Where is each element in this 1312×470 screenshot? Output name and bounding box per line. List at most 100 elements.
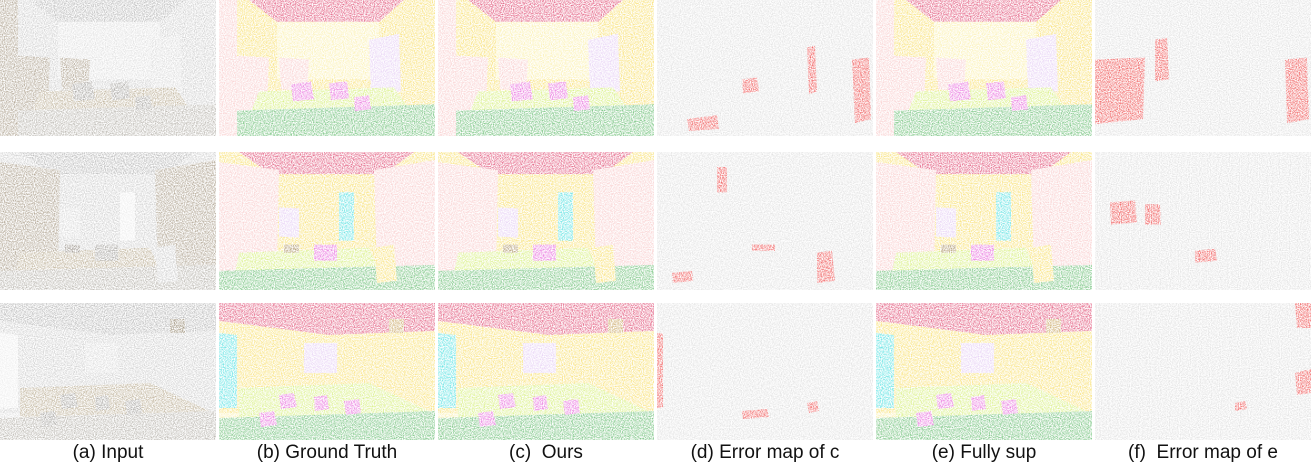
- region-ceiling: [239, 152, 414, 175]
- error-region: [1195, 248, 1217, 263]
- region-door: [1265, 319, 1280, 333]
- region-wall: [1250, 244, 1273, 283]
- panel-row1-input: [0, 0, 216, 136]
- region-window: [219, 333, 237, 408]
- region-chair: [782, 399, 799, 415]
- region-floor: [438, 104, 654, 136]
- panel-row3-input: [0, 303, 216, 440]
- caption-error-map-c: (d) Error map of c: [690, 442, 840, 463]
- region-board: [1180, 343, 1213, 373]
- region-door: [608, 319, 623, 333]
- region-board: [742, 343, 775, 373]
- panel-row2-error-map-e: [1095, 152, 1311, 290]
- error-region: [807, 45, 817, 95]
- region-chair: [533, 395, 548, 411]
- region-chair: [936, 393, 954, 409]
- region-chair: [95, 395, 110, 411]
- region-bookcase: [219, 0, 237, 136]
- region-chair: [717, 393, 735, 409]
- region-board: [523, 343, 556, 373]
- caption-fully-sup: (e) Fully sup: [931, 442, 1037, 463]
- region-chair: [291, 81, 314, 102]
- region-ceiling: [458, 152, 633, 175]
- region-clutter: [722, 244, 737, 253]
- error-region: [852, 57, 871, 124]
- panel-row2-ours: [438, 152, 654, 290]
- region-chair: [548, 81, 568, 101]
- error-region: [687, 115, 719, 132]
- region-door: [1046, 319, 1061, 333]
- region-ceiling: [249, 0, 404, 22]
- region-chair: [752, 395, 767, 411]
- panel-row3-ground-truth: [219, 303, 435, 440]
- region-board: [588, 33, 620, 95]
- error-region: [672, 270, 693, 283]
- region-clutter: [1160, 244, 1175, 253]
- region-chair: [60, 393, 78, 409]
- region-wall: [593, 244, 616, 283]
- error-region: [1110, 200, 1137, 225]
- region-chair: [498, 393, 516, 409]
- region-chair: [1135, 411, 1153, 427]
- region-clutter: [65, 244, 80, 253]
- region-clutter: [284, 244, 299, 253]
- region-board: [1245, 33, 1277, 95]
- region-bookcase: [657, 0, 675, 136]
- error-region: [657, 333, 663, 408]
- region-floor: [1095, 104, 1311, 136]
- error-region: [1285, 57, 1309, 124]
- region-bookcase: [438, 0, 456, 136]
- region-bookcase: [0, 0, 18, 136]
- region-chair: [125, 399, 142, 415]
- region-board: [279, 207, 299, 238]
- region-floor: [0, 104, 216, 136]
- region-floor: [219, 104, 435, 136]
- region-chair: [1155, 393, 1173, 409]
- caption-ours: (c) Ours: [509, 442, 583, 463]
- region-chair: [478, 411, 496, 427]
- region-ceiling: [657, 303, 873, 335]
- region-chair: [573, 95, 590, 112]
- region-chair: [40, 411, 58, 427]
- region-chair: [986, 81, 1006, 101]
- region-chair: [697, 411, 715, 427]
- panel-row2-input: [0, 152, 216, 290]
- region-wall: [1031, 244, 1054, 283]
- region-chair: [259, 411, 277, 427]
- error-region: [1295, 369, 1311, 395]
- region-window: [0, 333, 18, 408]
- region-ceiling: [1095, 303, 1311, 335]
- caption-ground-truth: (b) Ground Truth: [256, 442, 398, 463]
- region-board: [150, 33, 182, 95]
- region-ceiling: [687, 0, 842, 22]
- panel-row3-ours: [438, 303, 654, 440]
- panel-row1-fully-sup: [876, 0, 1092, 136]
- region-window: [120, 192, 135, 241]
- region-chair: [344, 399, 361, 415]
- region-ceiling: [468, 0, 623, 22]
- region-chair: [354, 95, 371, 112]
- region-chair: [1230, 95, 1247, 112]
- region-chair: [563, 399, 580, 415]
- region-board: [304, 343, 337, 373]
- error-region: [807, 401, 819, 413]
- region-window: [1215, 192, 1230, 241]
- error-region: [742, 77, 759, 94]
- region-door: [827, 319, 842, 333]
- region-board: [60, 207, 80, 238]
- region-chair: [1167, 81, 1190, 102]
- region-bookcase: [876, 0, 894, 136]
- region-ceiling: [0, 303, 216, 335]
- region-chair: [329, 81, 349, 101]
- region-door: [170, 319, 185, 333]
- region-chair: [135, 95, 152, 112]
- region-chair: [1220, 399, 1237, 415]
- error-region: [1295, 303, 1311, 328]
- region-chair: [314, 244, 337, 261]
- region-chair: [767, 81, 787, 101]
- region-window: [996, 192, 1011, 241]
- caption-error-map-e: (f) Error map of e: [1128, 442, 1278, 463]
- error-region: [742, 409, 769, 419]
- region-board: [717, 207, 737, 238]
